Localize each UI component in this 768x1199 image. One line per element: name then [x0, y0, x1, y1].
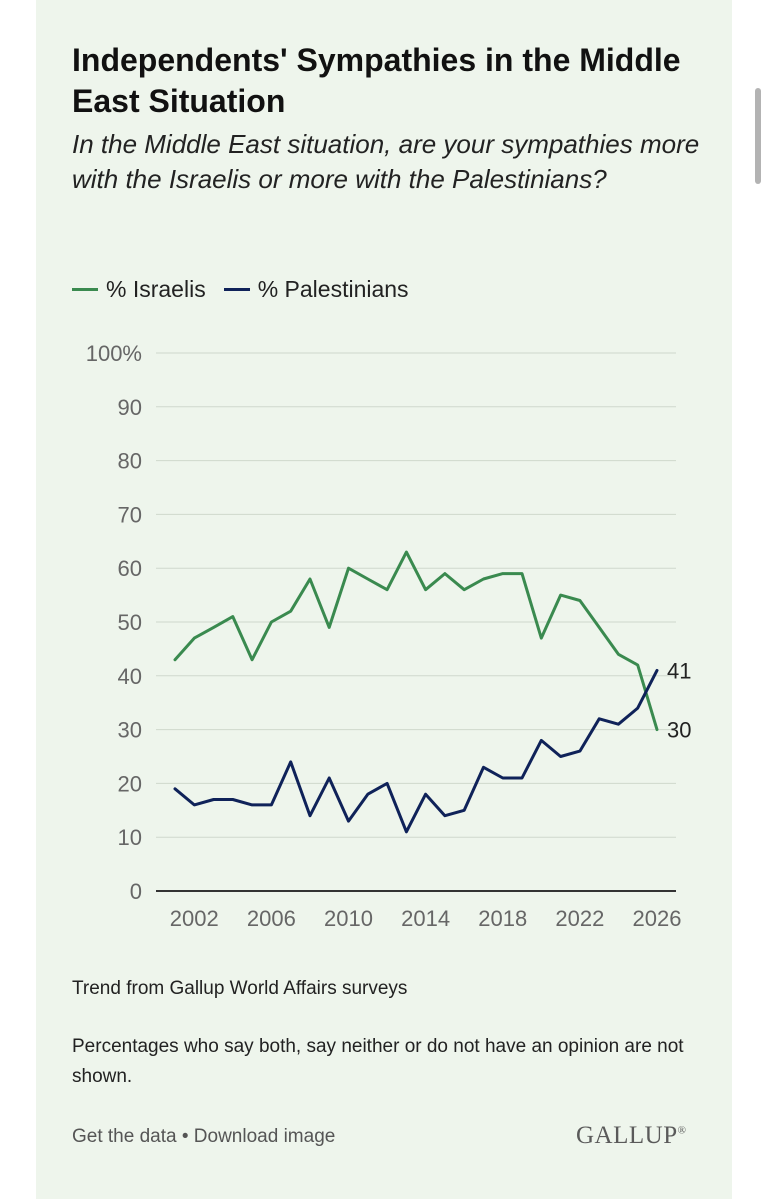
x-tick-label: 2002: [170, 906, 219, 931]
legend-swatch-israelis: [72, 288, 98, 291]
download-image-link[interactable]: Download image: [193, 1126, 336, 1147]
footnote-source: Trend from Gallup World Affairs surveys: [72, 978, 408, 999]
y-tick-label: 30: [118, 718, 142, 743]
y-tick-label: 50: [118, 610, 142, 635]
get-data-link[interactable]: Get the data: [72, 1126, 177, 1147]
legend-swatch-palestinians: [223, 288, 250, 291]
legend-item-israelis: % Israelis: [72, 276, 206, 303]
y-tick-label: 0: [130, 879, 142, 904]
y-tick-label: 40: [118, 664, 142, 689]
link-separator: •: [176, 1126, 194, 1147]
x-tick-label: 2010: [324, 906, 373, 931]
legend-label-israelis: % Israelis: [106, 276, 206, 302]
y-tick-label: 100%: [86, 341, 142, 366]
y-tick-label: 10: [118, 825, 142, 850]
footer-links: Get the data • Download image: [72, 1126, 335, 1148]
chart-subtitle: In the Middle East situation, are your s…: [72, 129, 700, 194]
chart-card: [36, 0, 732, 1199]
x-tick-label: 2018: [478, 906, 527, 931]
legend-item-palestinians: % Palestinians: [223, 276, 409, 303]
footnote-note: Percentages who say both, say neither or…: [72, 1036, 684, 1087]
x-tick-label: 2026: [633, 906, 682, 931]
chart-title: Independents' Sympathies in the Middle E…: [72, 42, 681, 119]
y-tick-label: 90: [118, 395, 142, 420]
gallup-logo: GALLUP®: [576, 1122, 686, 1150]
x-tick-label: 2006: [247, 906, 296, 931]
y-tick-label: 60: [118, 556, 142, 581]
registered-mark: ®: [677, 1124, 687, 1137]
y-tick-label: 80: [118, 449, 142, 474]
scrollbar[interactable]: [755, 88, 761, 184]
line-chart: 0 10 20 30 40 50 60 70 80 90 100% 2002 2006 2010 2014 2…: [86, 341, 692, 931]
series-line-palestinians: [173, 668, 659, 834]
legend: % Israelis % Palestinians: [72, 276, 427, 303]
y-tick-label: 70: [118, 502, 142, 527]
end-label-palestinians: 41: [667, 658, 691, 683]
x-tick-label: 2022: [555, 906, 604, 931]
x-tick-label: 2014: [401, 906, 450, 931]
y-tick-label: 20: [118, 771, 142, 796]
gallup-logo-text: GALLUP: [576, 1122, 678, 1149]
end-label-israelis: 30: [667, 718, 691, 743]
series-line-israelis: [173, 550, 659, 732]
legend-label-palestinians: % Palestinians: [257, 276, 409, 302]
